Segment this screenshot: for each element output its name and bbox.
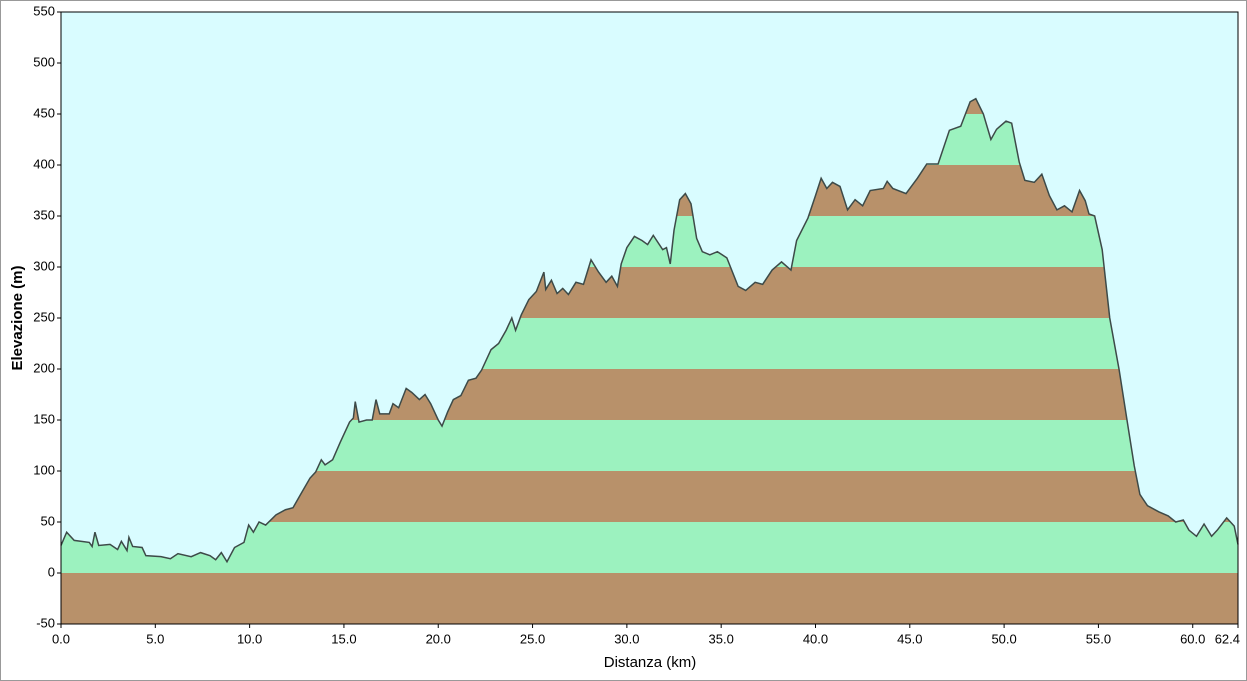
y-tick-label: 400: [33, 156, 55, 171]
x-tick-label: 45.0: [897, 631, 922, 646]
x-tick-label: 5.0: [146, 631, 164, 646]
y-tick-label: 250: [33, 309, 55, 324]
y-tick-label: 50: [41, 513, 55, 528]
y-tick-label: 300: [33, 258, 55, 273]
y-tick-label: -50: [36, 615, 55, 630]
band: [61, 573, 1238, 624]
y-tick-label: 350: [33, 207, 55, 222]
plot-border: [60, 11, 1239, 625]
x-tick-label: 40.0: [803, 631, 828, 646]
x-tick-label: 10.0: [237, 631, 262, 646]
x-tick-label: 25.0: [520, 631, 545, 646]
x-tick-label: 20.0: [426, 631, 451, 646]
x-tick-label: 50.0: [991, 631, 1016, 646]
x-tick-label: 15.0: [331, 631, 356, 646]
y-tick-label: 200: [33, 360, 55, 375]
x-tick-label: 35.0: [709, 631, 734, 646]
x-tick-label: 55.0: [1086, 631, 1111, 646]
y-tick-label: 550: [33, 3, 55, 18]
y-tick-label: 450: [33, 105, 55, 120]
x-tick-label: 0.0: [52, 631, 70, 646]
y-tick-label: 100: [33, 462, 55, 477]
x-tick-label: 62.4: [1215, 631, 1240, 646]
x-axis-label: Distanza (km): [604, 654, 697, 671]
plot-area: [60, 12, 1239, 624]
profile-line: [60, 97, 1239, 564]
y-tick-label: 0: [48, 564, 55, 579]
y-axis-label: Elevazione (m): [9, 265, 26, 370]
x-tick-label: 60.0: [1180, 631, 1205, 646]
y-tick-label: 150: [33, 411, 55, 426]
band: [61, 522, 1238, 573]
x-tick-label: 30.0: [614, 631, 639, 646]
y-tick-label: 500: [33, 54, 55, 69]
